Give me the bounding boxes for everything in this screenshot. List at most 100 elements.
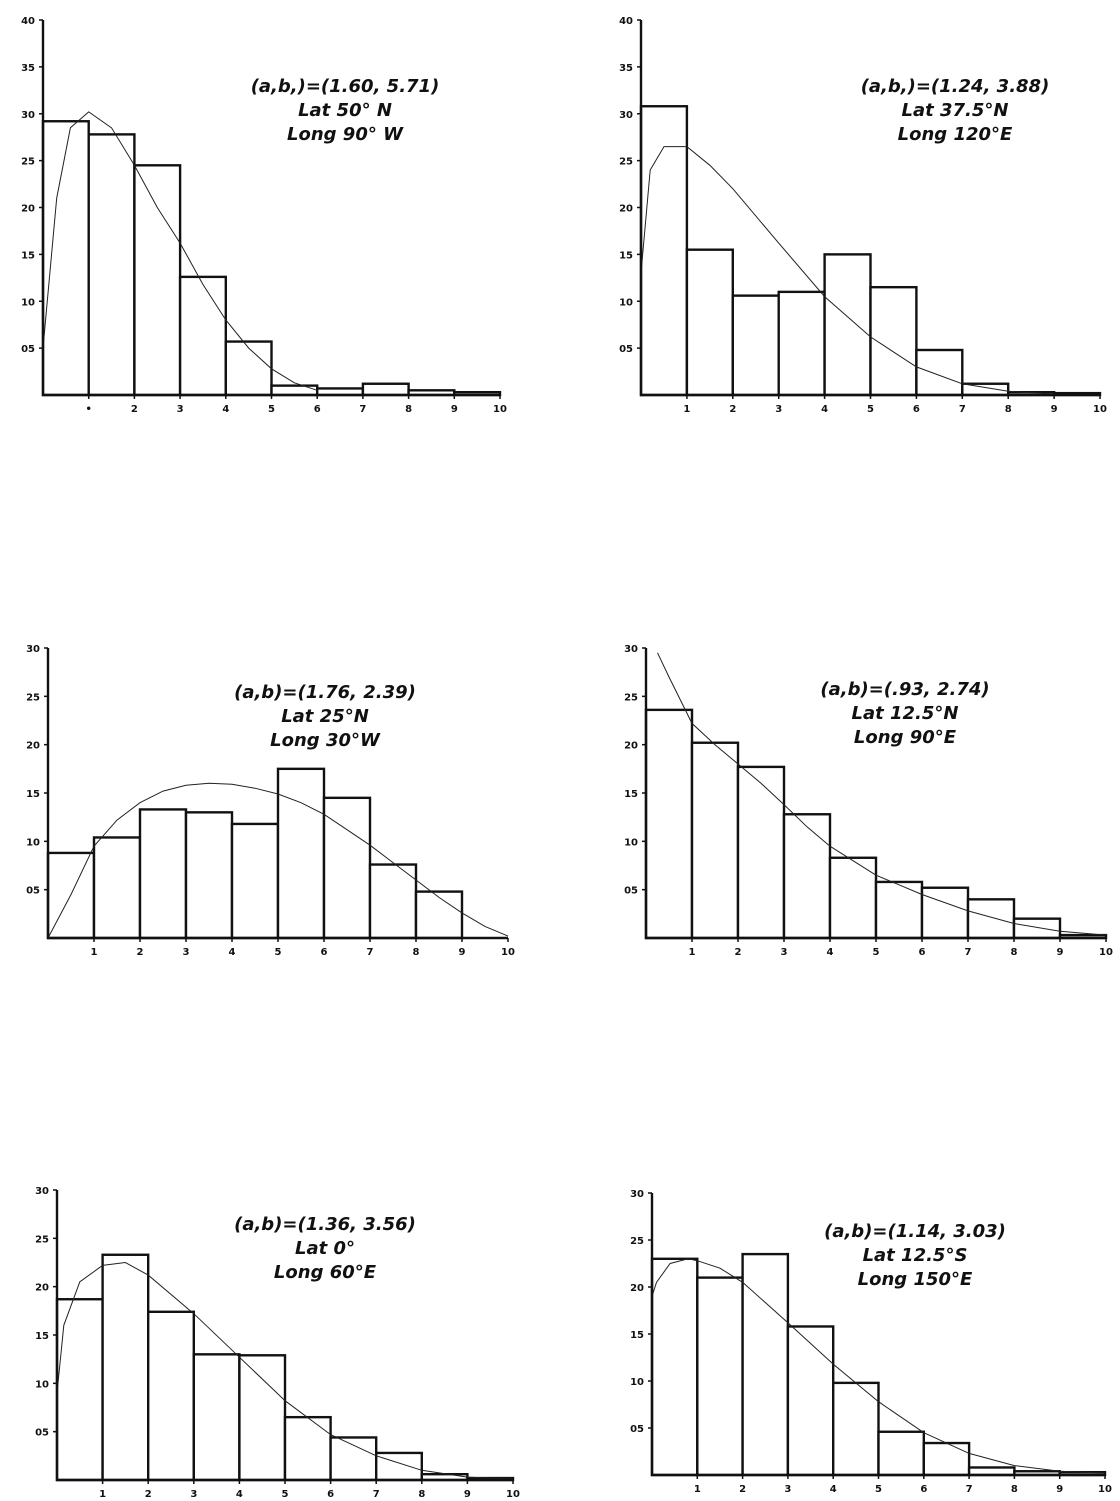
histogram-bar (329, 1436, 378, 1482)
histogram-bar (736, 765, 786, 940)
x-tick-label: 10 (501, 947, 515, 958)
x-tick-label: 7 (373, 1489, 380, 1500)
x-tick-label: 8 (418, 1489, 425, 1500)
fitted-curve (42, 111, 318, 391)
histogram-bar (877, 1430, 925, 1477)
x-tick-label: 9 (464, 1489, 471, 1500)
annotation-line: (a,b,)=(1.24, 3.88) (861, 76, 1050, 97)
histogram-bar (230, 822, 280, 940)
x-tick-label: 9 (459, 947, 466, 958)
y-tick-label: 15 (26, 789, 40, 800)
x-tick-label: 5 (875, 1484, 882, 1495)
annotation-line: (a,b)=(.93, 2.74) (820, 679, 989, 700)
y-tick-label: 05 (624, 886, 638, 897)
x-tick-label: 6 (327, 1489, 334, 1500)
annotation-line: Lat 12.5°S (863, 1245, 968, 1266)
chart-lat12-5s-long150e: 05 10 15 20 25 30 1 2 3 4 5 6 7 8 9 10 (a,b)=(1.14, 3.03… (630, 1189, 1112, 1495)
histogram-bar (146, 1310, 195, 1482)
histogram-bar (922, 1441, 971, 1477)
annotation-line: (a,b)=(1.76, 2.39) (234, 682, 416, 703)
x-tick-label: 8 (405, 404, 412, 415)
histogram-bar (270, 384, 319, 397)
x-tick-label: 7 (966, 1484, 973, 1495)
x-tick-label: 10 (1093, 404, 1107, 415)
histogram-bar (639, 105, 689, 397)
x-tick-label: 2 (735, 947, 742, 958)
histogram-bar (361, 382, 410, 397)
x-tick-label: 6 (919, 947, 926, 958)
histogram-bar (874, 880, 924, 940)
x-tick-label: 9 (451, 404, 458, 415)
y-tick-label: 20 (26, 741, 40, 752)
x-tick-label: 1 (91, 947, 98, 958)
histogram-bar (375, 1451, 424, 1482)
histogram-bar (644, 708, 694, 940)
x-tick-label: 3 (784, 1484, 791, 1495)
annotation-line: Long 150°E (858, 1269, 973, 1290)
x-tick-label: 2 (145, 1489, 152, 1500)
y-tick-label: 05 (21, 344, 35, 355)
x-tick-label: 3 (190, 1489, 197, 1500)
annotation-line: Long 60°E (274, 1262, 377, 1283)
y-tick-label: 15 (35, 1331, 49, 1342)
histogram-bar (92, 836, 142, 940)
x-tick-label: 4 (821, 404, 828, 415)
annotation-line: Lat 37.5°N (902, 100, 1009, 121)
y-tick-label: 10 (630, 1377, 644, 1388)
x-tick-label: 4 (827, 947, 834, 958)
y-tick-label: 05 (630, 1424, 644, 1435)
axes (639, 20, 1100, 397)
annotation-line: Long 90° W (287, 124, 404, 145)
x-tick-label: 3 (177, 404, 184, 415)
x-tick-label: 1 (99, 1489, 106, 1500)
histogram-bar (224, 340, 273, 397)
histogram-bar (920, 886, 970, 940)
x-tick-label: 5 (867, 404, 874, 415)
histogram-bar (828, 856, 878, 940)
y-tick-label: 30 (21, 110, 35, 121)
annotation-line: Lat 50° N (298, 100, 392, 121)
x-tick-label: 9 (1056, 1484, 1063, 1495)
y-tick-label: 25 (624, 692, 638, 703)
histogram-bar (650, 1257, 699, 1477)
histogram-bar (869, 285, 918, 397)
histogram-bar (823, 253, 872, 397)
y-tick-label: 20 (35, 1283, 49, 1294)
x-tick-label: 2 (729, 404, 736, 415)
x-tick-label: 8 (1005, 404, 1012, 415)
x-tick-label: 2 (739, 1484, 746, 1495)
x-tick-label: 8 (1011, 1484, 1018, 1495)
y-tick-label: 10 (619, 297, 633, 308)
histogram-bar (41, 120, 90, 397)
y-tick-label: 15 (619, 250, 633, 261)
y-tick-label: 40 (619, 16, 633, 27)
histogram-bar (133, 164, 182, 397)
x-tick-label: 7 (367, 947, 374, 958)
x-tick-label: 5 (268, 404, 275, 415)
histogram-bar (777, 290, 826, 397)
histogram-bar (101, 1253, 150, 1482)
fitted-curve (47, 782, 509, 939)
fitted-curve (56, 1261, 514, 1480)
x-tick-label: 2 (137, 947, 144, 958)
annotation-line: (a,b)=(1.36, 3.56) (234, 1214, 416, 1235)
histogram-bar (915, 348, 964, 397)
histogram-bar (283, 1415, 332, 1482)
x-tick-label: 8 (413, 947, 420, 958)
x-tick-label: 6 (321, 947, 328, 958)
histogram-bar (87, 133, 136, 397)
axes (41, 20, 500, 397)
histogram-bar (696, 1276, 744, 1477)
y-tick-label: 30 (26, 644, 40, 655)
histogram-bar (782, 813, 832, 940)
y-tick-label: 30 (619, 110, 633, 121)
x-tick-label: 4 (229, 947, 236, 958)
y-tick-label: 30 (630, 1189, 644, 1200)
x-tick-label: 5 (282, 1489, 289, 1500)
chart-lat37-5n-long120e: 05 10 15 20 25 30 35 40 1 2 3 4 5 6 7 8 9 10 (a,b,)=(1.24,… (619, 16, 1107, 415)
x-tick-label: 10 (1098, 1484, 1112, 1495)
y-tick-label: 15 (630, 1330, 644, 1341)
x-tick-label: 9 (1057, 947, 1064, 958)
histogram-bar (368, 863, 418, 940)
